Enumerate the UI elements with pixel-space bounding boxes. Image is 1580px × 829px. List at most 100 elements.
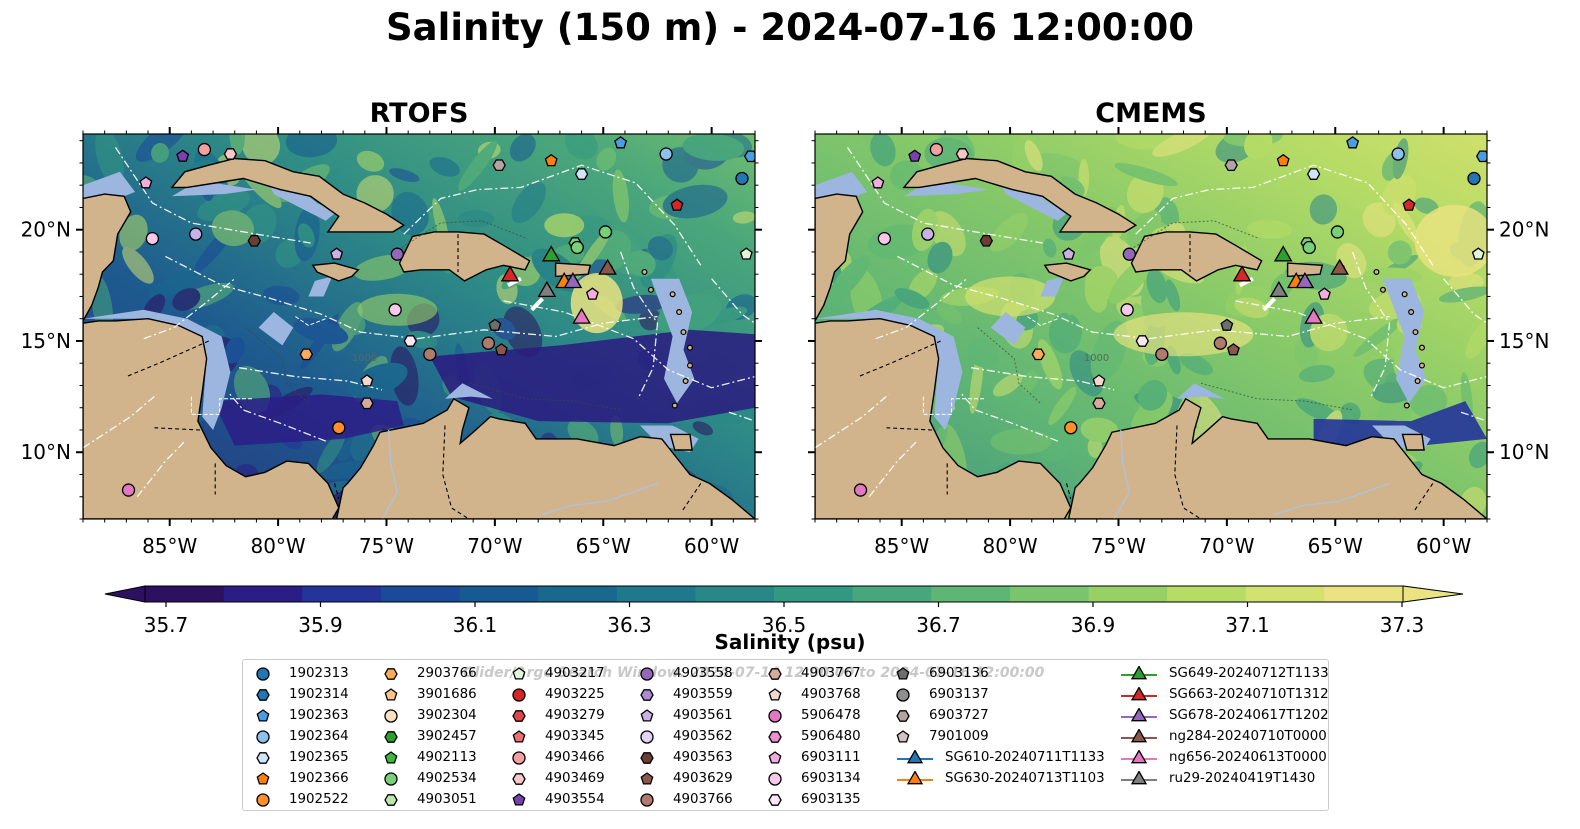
legend-label: 4903561 bbox=[673, 708, 733, 723]
colorbar-label: Salinity (psu) bbox=[714, 630, 866, 654]
legend-float-icon bbox=[768, 751, 782, 764]
argo-float-marker bbox=[197, 142, 212, 157]
legend-float-icon bbox=[384, 751, 398, 764]
argo-float-marker bbox=[877, 231, 892, 246]
legend-label: 4903469 bbox=[545, 771, 605, 786]
legend-float-icon bbox=[384, 794, 398, 806]
panel-title-cmems: CMEMS bbox=[1095, 98, 1207, 129]
land-masses bbox=[83, 157, 755, 519]
panel-title-rtofs: RTOFS bbox=[369, 98, 469, 129]
isobath-label: 1000 bbox=[1084, 353, 1109, 364]
argo-float-marker bbox=[223, 148, 238, 160]
argo-float-marker bbox=[544, 153, 558, 167]
lon-tick-label: 80°W bbox=[250, 534, 305, 558]
axis-ticks bbox=[808, 127, 1494, 526]
colorbar-segment bbox=[223, 586, 303, 602]
legend-float-icon bbox=[512, 730, 526, 743]
legend-float-icon bbox=[640, 709, 654, 722]
lon-tick-label: 65°W bbox=[576, 534, 631, 558]
colorbar-tick-label: 36.9 bbox=[1071, 613, 1116, 637]
lat-tick-label: 10°N bbox=[1499, 440, 1549, 464]
legend-label: 1902522 bbox=[289, 792, 349, 807]
lon-tick-label: 80°W bbox=[982, 534, 1037, 558]
legend-float-icon bbox=[768, 668, 782, 680]
eez-boundaries bbox=[815, 147, 1487, 498]
legend-float-icon bbox=[640, 793, 654, 807]
legend-label: ru29-20240419T1430 bbox=[1169, 771, 1316, 786]
argo-float-marker bbox=[570, 240, 584, 255]
colorbar-segment bbox=[1245, 586, 1325, 602]
glider-marker bbox=[563, 272, 583, 289]
argo-float-marker bbox=[1346, 136, 1360, 149]
legend-float-icon bbox=[512, 793, 526, 806]
legend-float-icon bbox=[768, 772, 782, 786]
colorbar-segment bbox=[931, 586, 1011, 602]
argo-float-marker bbox=[1213, 336, 1228, 350]
legend-label: 4903559 bbox=[673, 687, 733, 702]
legend-float-icon bbox=[768, 794, 782, 806]
argo-float-marker bbox=[1317, 287, 1331, 300]
argo-float-marker bbox=[388, 303, 402, 317]
legend-label: 4903225 bbox=[545, 687, 605, 702]
argo-float-marker bbox=[360, 397, 374, 410]
colorbar-tick-label: 35.7 bbox=[144, 613, 189, 637]
argo-float-marker bbox=[481, 336, 496, 350]
lon-tick-label: 70°W bbox=[1199, 534, 1254, 558]
argo-float-marker bbox=[1220, 318, 1234, 331]
legend-label: 1902314 bbox=[289, 687, 349, 702]
legend-float-icon bbox=[384, 688, 398, 701]
argo-float-marker bbox=[659, 147, 673, 161]
argo-float-marker bbox=[189, 227, 203, 241]
land-masses bbox=[815, 157, 1487, 519]
legend-float-icon bbox=[256, 772, 270, 785]
legend-label: 1902366 bbox=[289, 771, 349, 786]
legend-glider-icon bbox=[1121, 729, 1157, 743]
argo-float-marker bbox=[1122, 247, 1136, 261]
legend-label: ng284-20240710T0000 bbox=[1169, 729, 1327, 744]
legend-float-icon bbox=[384, 668, 398, 680]
argo-float-marker bbox=[735, 171, 749, 186]
argo-float-marker bbox=[1155, 347, 1169, 361]
legend-float-icon bbox=[256, 730, 270, 744]
argo-float-marker bbox=[614, 136, 628, 149]
legend-float-icon bbox=[256, 709, 270, 722]
legend-label: 3901686 bbox=[417, 687, 477, 702]
argo-float-marker bbox=[121, 483, 136, 497]
lon-tick-label: 75°W bbox=[359, 534, 414, 558]
glider-marker bbox=[1295, 272, 1315, 289]
figure-title: Salinity (150 m) - 2024-07-16 12:00:00 bbox=[386, 6, 1194, 49]
legend-label: 4902534 bbox=[417, 771, 477, 786]
legend-label: 4903767 bbox=[801, 666, 861, 681]
legend-label: 1902363 bbox=[289, 708, 349, 723]
legend-float-icon bbox=[512, 773, 526, 785]
argo-float-marker bbox=[332, 421, 346, 435]
legend-label: 3902304 bbox=[417, 708, 477, 723]
legend-float-icon bbox=[640, 772, 654, 785]
legend-float-icon bbox=[512, 688, 526, 702]
legend-label: ng656-20240613T0000 bbox=[1169, 750, 1327, 765]
country-borders bbox=[858, 234, 1434, 519]
legend-float-icon bbox=[896, 688, 910, 702]
colorbar-segment bbox=[380, 586, 460, 602]
argo-float-marker bbox=[1224, 159, 1238, 172]
legend-label: 4903279 bbox=[545, 708, 605, 723]
legend-label: 1902313 bbox=[289, 666, 349, 681]
argo-float-marker bbox=[1276, 153, 1290, 167]
legend-label: 4903563 bbox=[673, 750, 733, 765]
argo-float-marker bbox=[979, 234, 994, 247]
legend-label: 4903345 bbox=[545, 729, 605, 744]
argo-float-marker bbox=[494, 343, 508, 356]
argo-float-marker bbox=[1471, 247, 1485, 260]
isobath-contours bbox=[245, 220, 621, 411]
glider-marker bbox=[537, 280, 557, 298]
legend-label: 4903217 bbox=[545, 666, 605, 681]
map-panel-cmems: 1000 85°W 80°W 75°W 70°W 65°W 60°W 20°N 15°N 10°N bbox=[808, 127, 1549, 558]
lon-tick-label: 75°W bbox=[1091, 534, 1146, 558]
argo-float-marker bbox=[1135, 335, 1150, 347]
legend-float-icon bbox=[384, 731, 398, 743]
argo-platforms bbox=[853, 136, 1487, 497]
legend-label: 4903766 bbox=[673, 792, 733, 807]
protected-areas bbox=[922, 316, 1058, 415]
argo-float-marker bbox=[1475, 150, 1487, 163]
